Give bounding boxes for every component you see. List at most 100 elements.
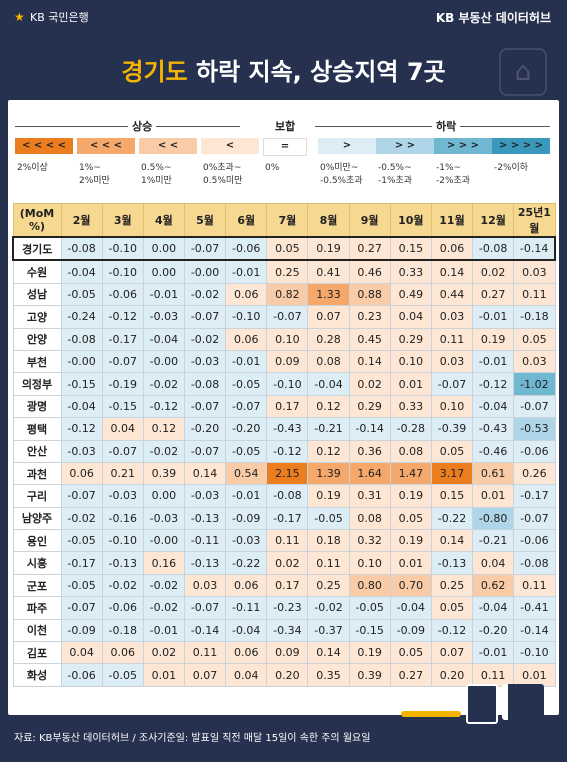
table-cell: 0.11 [472, 663, 515, 687]
legend-box-label-1: 1%~ 2%미만 [79, 163, 110, 186]
table-cell: 0.35 [307, 663, 350, 687]
region-label: 경기도 [12, 235, 62, 262]
table-cell: 0.18 [307, 529, 350, 553]
legend-box-label-3: 0%초과~ 0.5%미만 [203, 163, 243, 186]
table-cell: 0.33 [389, 394, 432, 419]
table-cell: 0.04 [60, 641, 103, 665]
table-cell: 0.03 [430, 305, 474, 329]
table-cell: -0.05 [60, 282, 103, 307]
table-cell: 0.03 [513, 259, 556, 284]
table-cell: -0.03 [225, 529, 268, 553]
table-row: 성남 -0.05 -0.06 -0.01 -0.02 0.06 0.82 1.33 0.88 0.… [12, 282, 556, 307]
table-cell: -0.28 [389, 417, 432, 441]
table-cell: 0.11 [513, 282, 556, 307]
region-label: 평택 [12, 417, 62, 441]
table-cell: -0.02 [142, 573, 185, 598]
legend-box-4: = [263, 138, 307, 156]
table-cell: -0.08 [60, 327, 103, 351]
table-cell: 0.54 [225, 461, 268, 486]
table-cell: 2.15 [266, 461, 309, 486]
legend-box-6: > > [376, 138, 434, 154]
table-cell: 0.06 [60, 461, 103, 486]
table-cell: -0.01 [472, 349, 515, 374]
table-cell: -0.07 [183, 235, 227, 262]
table-cell: -0.20 [183, 417, 227, 441]
region-label: 시흥 [12, 551, 62, 575]
book-icon [502, 684, 544, 720]
corner-label: (MoM %) [12, 203, 62, 238]
region-label: 화성 [12, 663, 62, 687]
table-cell: -0.05 [60, 573, 103, 598]
table-cell: -0.53 [513, 417, 556, 441]
table-cell: 0.12 [307, 394, 350, 419]
legend: 상승 보합 하락 < < < < 2%이상 < < < 1%~ 2%미만 < < 0.5%… [15, 118, 550, 198]
table-cell: -0.10 [513, 641, 556, 665]
table-cell: 0.20 [430, 663, 474, 687]
table-cell: 0.46 [348, 259, 391, 284]
table-cell: 1.39 [307, 461, 350, 486]
table-cell: 0.05 [266, 235, 309, 262]
region-label: 이천 [12, 618, 62, 643]
table-cell: -0.13 [101, 551, 144, 575]
bank-logo-text: KB 국민은행 [30, 11, 89, 24]
table-row: 안양 -0.08 -0.17 -0.04 -0.02 0.06 0.10 0.28 0.45 0.… [12, 327, 556, 351]
region-label: 구리 [12, 484, 62, 508]
table-cell: -0.41 [513, 596, 556, 620]
column-header: 25년1월 [513, 203, 556, 238]
house-icon: ⌂ [499, 48, 547, 96]
legend-box-2: < < [139, 138, 197, 154]
table-cell: 0.08 [307, 349, 350, 374]
table-cell: 0.10 [430, 394, 474, 419]
table-cell: -0.02 [142, 439, 185, 463]
table-cell: -0.10 [225, 305, 268, 329]
table-cell: -0.06 [101, 596, 144, 620]
table-cell: -0.10 [101, 529, 144, 553]
table-cell: -0.02 [101, 573, 144, 598]
table-cell: 0.05 [430, 439, 474, 463]
table-cell: -0.04 [142, 327, 185, 351]
table-cell: -0.11 [225, 596, 268, 620]
table-cell: -0.07 [101, 439, 144, 463]
table-cell: 0.25 [430, 573, 474, 598]
table-cell: -0.00 [183, 259, 227, 284]
table-cell: -0.12 [266, 439, 309, 463]
table-row: 화성 -0.06 -0.05 0.01 0.07 0.04 0.20 0.35 0.39 0.27… [12, 663, 556, 687]
table-cell: -0.02 [183, 282, 227, 307]
table-cell: 0.11 [513, 573, 556, 598]
region-label: 부천 [12, 349, 62, 374]
table-row: 용인 -0.05 -0.10 -0.00 -0.11 -0.03 0.11 0.18 0.32 0… [12, 529, 556, 553]
table-cell: -0.18 [513, 305, 556, 329]
table-cell: 0.14 [307, 641, 350, 665]
table-cell: 0.21 [101, 461, 144, 486]
flat-label: 보합 [275, 120, 296, 133]
column-header: 2월 [60, 203, 103, 238]
table-cell: -0.14 [183, 618, 227, 643]
table-row: 평택 -0.12 0.04 0.12 -0.20 -0.20 -0.43 -0.21 -0.14… [12, 417, 556, 441]
table-cell: 0.27 [472, 282, 515, 307]
region-label: 고양 [12, 305, 62, 329]
rise-line-left [15, 126, 240, 127]
table-cell: -0.07 [183, 596, 227, 620]
table-cell: 0.29 [348, 394, 391, 419]
table-cell: -0.20 [225, 417, 268, 441]
table-cell: -0.46 [472, 439, 515, 463]
table-cell: -0.07 [60, 596, 103, 620]
table-cell: -0.04 [472, 596, 515, 620]
table-cell: 0.80 [348, 573, 391, 598]
table-cell: -0.16 [101, 506, 144, 531]
table-cell: 0.15 [389, 235, 432, 262]
table-cell: -0.12 [60, 417, 103, 441]
table-cell: -0.09 [60, 618, 103, 643]
header-row: (MoM %) 2월 3월 4월 5월 6월 7월 8월 9월 10월 11월 12월 25년1월 [12, 203, 556, 238]
title-rest: 하락 지속, 상승지역 7곳 [187, 58, 446, 86]
table-cell: -0.03 [101, 484, 144, 508]
table-cell: 0.11 [430, 327, 474, 351]
table-cell: 0.03 [430, 349, 474, 374]
region-label: 성남 [12, 282, 62, 307]
table-cell: 0.62 [472, 573, 515, 598]
table-cell: -0.19 [101, 372, 144, 396]
table-cell: 0.14 [183, 461, 227, 486]
table-cell: -0.07 [513, 394, 556, 419]
column-header: 5월 [183, 203, 227, 238]
table-cell: 0.44 [430, 282, 474, 307]
